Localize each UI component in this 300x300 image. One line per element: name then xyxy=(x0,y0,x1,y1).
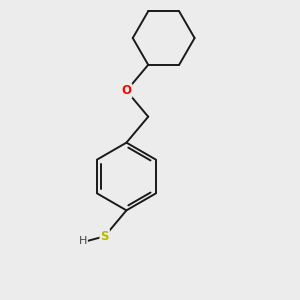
Text: S: S xyxy=(100,230,109,243)
Text: O: O xyxy=(122,84,131,97)
Text: H: H xyxy=(79,236,87,245)
